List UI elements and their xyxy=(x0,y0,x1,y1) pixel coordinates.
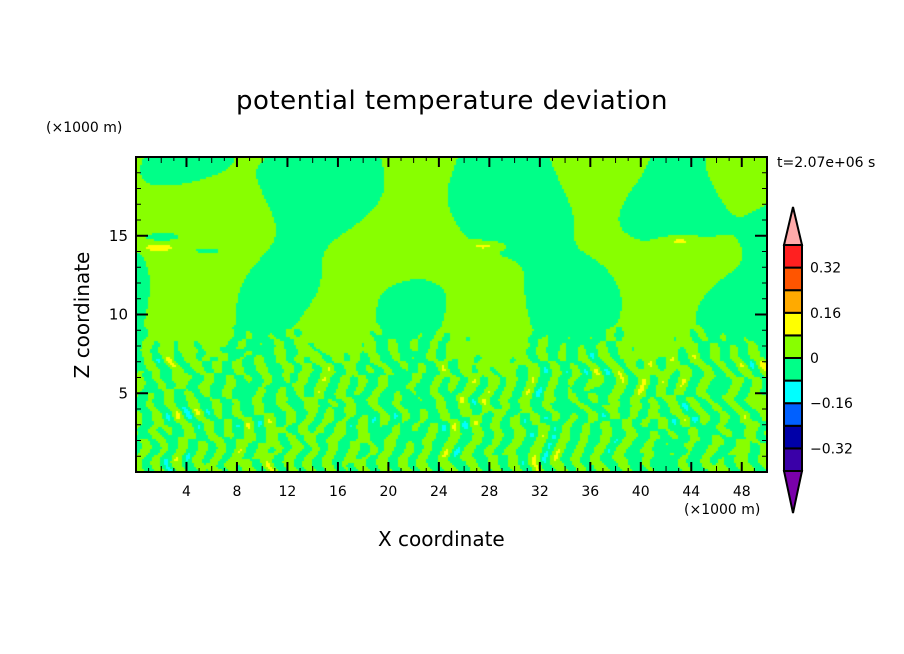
colorbar-tick-label: 0 xyxy=(810,351,819,367)
x-tick-label: 24 xyxy=(430,484,448,500)
x-unit-label: (×1000 m) xyxy=(684,502,761,518)
y-tick-label: 10 xyxy=(109,306,128,324)
y-tick-label: 5 xyxy=(118,384,128,402)
x-tick-label: 4 xyxy=(182,484,191,500)
x-axis-label: X coordinate xyxy=(378,527,505,551)
chart-title-text: potential temperature deviation xyxy=(236,86,668,116)
x-tick-label: 44 xyxy=(682,484,700,500)
y-unit-label: (×1000 m) xyxy=(46,120,123,136)
x-tick-label: 32 xyxy=(531,484,549,500)
colorbar-box xyxy=(783,424,803,450)
x-tick-label: 16 xyxy=(329,484,347,500)
colorbar-box xyxy=(783,289,803,314)
colorbar-box xyxy=(783,266,803,292)
x-tick-label: 12 xyxy=(279,484,297,500)
colorbar-box xyxy=(783,447,803,472)
time-label: t=2.07e+06 s xyxy=(777,155,876,171)
colorbar-box xyxy=(783,311,803,337)
colorbar-under-triangle xyxy=(782,470,804,514)
x-tick-label: 8 xyxy=(232,484,241,500)
y-tick-label: 15 xyxy=(109,227,128,245)
x-tick-label: 48 xyxy=(733,484,751,500)
colorbar-box xyxy=(783,334,803,359)
colorbar-box xyxy=(783,379,803,405)
plot-frame xyxy=(135,156,768,473)
chart-title: potential temperature deviation xyxy=(0,86,904,116)
x-tick-label: 20 xyxy=(379,484,397,500)
contour-field xyxy=(136,157,767,472)
x-tick-label: 40 xyxy=(632,484,650,500)
colorbar-over-triangle xyxy=(782,206,804,246)
colorbar-tick-label: −0.16 xyxy=(810,396,853,412)
colorbar-box xyxy=(783,244,803,269)
colorbar-tick-label: 0.16 xyxy=(810,306,841,322)
x-tick-label: 36 xyxy=(581,484,599,500)
colorbar-box xyxy=(783,357,803,382)
colorbar-tick-label: 0.32 xyxy=(810,261,841,277)
x-tick-label: 28 xyxy=(480,484,498,500)
colorbar-tick-label: −0.32 xyxy=(810,441,853,457)
colorbar-box xyxy=(783,402,803,427)
